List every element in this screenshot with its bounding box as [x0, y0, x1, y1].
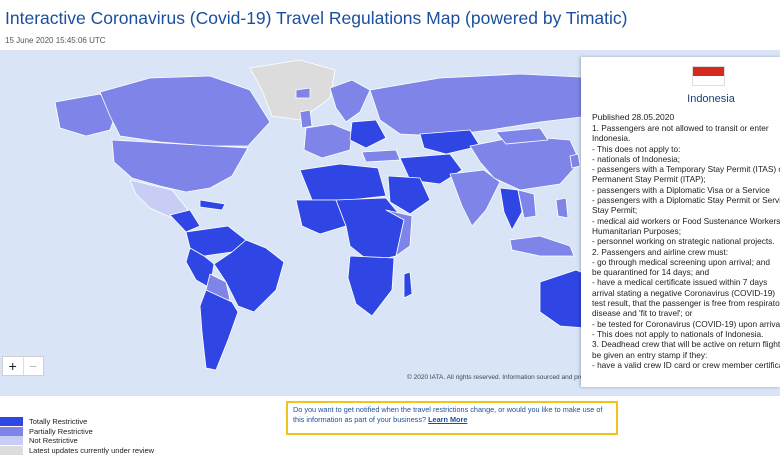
legend-swatch: [0, 446, 23, 455]
regulation-line: Humanitarian Purposes;: [592, 226, 780, 236]
legend-label: Partially Restrictive: [29, 427, 93, 436]
indonesia-flag-icon: [692, 66, 725, 86]
flag-white-stripe: [693, 76, 724, 85]
legend-label: Latest updates currently under review: [29, 446, 154, 455]
legend-swatch: [0, 427, 23, 436]
flag-red-stripe: [693, 67, 724, 76]
country-kazakhstan[interactable]: [420, 130, 480, 154]
regulation-line: 3. Deadhead crew that will be active on …: [592, 339, 780, 349]
regulation-line: test result, that the passenger is free …: [592, 298, 780, 308]
country-philippines[interactable]: [556, 198, 568, 218]
country-uk[interactable]: [300, 110, 312, 128]
regulation-line: arrival stating a negative Coronavirus (…: [592, 288, 780, 298]
legend-item: Not Restrictive: [0, 436, 154, 446]
country-madagascar[interactable]: [404, 272, 412, 298]
country-eastern-europe[interactable]: [350, 120, 386, 148]
panel-regulation-text: 1. Passengers are not allowed to transit…: [592, 123, 780, 370]
legend-item: Latest updates currently under review: [0, 446, 154, 455]
country-southern-africa[interactable]: [348, 256, 394, 316]
regulation-line: 2. Passengers and airline crew must:: [592, 247, 780, 257]
regulation-line: - have a medical certificate issued with…: [592, 277, 780, 287]
country-argentina-chile[interactable]: [200, 290, 238, 370]
regulation-line: - be tested for Coronavirus (COVID-19) u…: [592, 319, 780, 329]
country-caribbean[interactable]: [200, 200, 225, 210]
country-korea[interactable]: [570, 154, 580, 168]
regulation-line: - nationals of Indonesia;: [592, 154, 780, 164]
regulation-line: - passengers with a Diplomatic Visa or a…: [592, 185, 780, 195]
country-indonesia[interactable]: [510, 236, 574, 256]
timestamp: 15 June 2020 15:45:06 UTC: [5, 36, 106, 45]
notification-banner: Do you want to get notified when the tra…: [286, 401, 618, 435]
zoom-in-button[interactable]: +: [3, 357, 23, 375]
regulation-line: - passengers with a Temporary Stay Permi…: [592, 164, 780, 174]
regulation-line: be quarantined for 14 days; and: [592, 267, 780, 277]
regulation-line: - go through medical screening upon arri…: [592, 257, 780, 267]
country-india[interactable]: [450, 170, 500, 226]
country-turkey[interactable]: [362, 150, 400, 162]
country-western-europe[interactable]: [304, 124, 352, 158]
regulation-line: Indonesia.: [592, 133, 780, 143]
country-iceland[interactable]: [296, 88, 310, 98]
country-scandinavia[interactable]: [330, 80, 370, 122]
legend-swatch: [0, 417, 23, 426]
country-north-africa[interactable]: [300, 164, 386, 200]
learn-more-link[interactable]: Learn More: [428, 415, 467, 424]
panel-country-name: Indonesia: [581, 93, 780, 105]
regulation-line: - This does not apply to:: [592, 144, 780, 154]
legend-item: Totally Restrictive: [0, 417, 154, 427]
country-info-panel[interactable]: Indonesia Published 28.05.2020 1. Passen…: [581, 57, 780, 387]
regulation-line: Permanent Stay Permit (ITAP);: [592, 174, 780, 184]
regulation-line: - medical aid workers or Food Sustenance…: [592, 216, 780, 226]
country-central-africa[interactable]: [336, 198, 404, 262]
regulation-line: - personnel working on strategic nationa…: [592, 236, 780, 246]
country-canada[interactable]: [100, 76, 270, 146]
regulation-line: disease and 'fit to travel'; or: [592, 308, 780, 318]
legend-label: Totally Restrictive: [29, 417, 87, 426]
regulation-line: 1. Passengers are not allowed to transit…: [592, 123, 780, 133]
regulation-line: - This does not apply to nationals of In…: [592, 329, 780, 339]
panel-published-date: Published 28.05.2020: [592, 112, 674, 122]
regulation-line: Stay Permit;: [592, 205, 780, 215]
zoom-out-button[interactable]: −: [23, 357, 44, 375]
zoom-controls: + −: [2, 356, 44, 376]
regulation-line: - passengers with a Diplomatic Stay Perm…: [592, 195, 780, 205]
legend-item: Partially Restrictive: [0, 427, 154, 437]
divider: [0, 395, 780, 396]
page-title: Interactive Coronavirus (Covid-19) Trave…: [5, 8, 627, 29]
regulation-line: - have a valid crew ID card or crew memb…: [592, 360, 780, 370]
regulation-line: be given an entry stamp if they:: [592, 350, 780, 360]
